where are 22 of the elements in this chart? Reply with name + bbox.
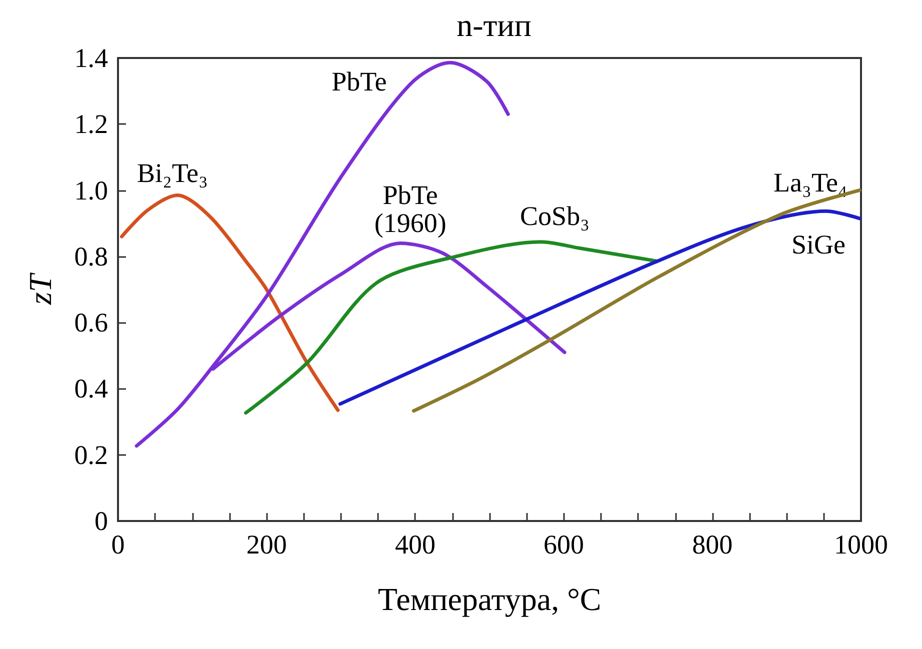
x-axis-title: Температура, °C <box>378 581 602 617</box>
y-tick-label: 0.6 <box>74 308 108 338</box>
y-axis-title: zT <box>22 272 58 306</box>
series-label: CoSb₃ <box>520 200 590 231</box>
series-label: SiGe <box>792 229 846 260</box>
x-tick-label: 200 <box>246 530 287 560</box>
x-tick-label: 600 <box>544 530 584 560</box>
y-tick-label: 0.2 <box>74 440 108 470</box>
y-tick-label: 1.4 <box>74 43 108 73</box>
chart-title: n-тип <box>456 7 532 43</box>
y-tick-label: 1.0 <box>74 175 108 206</box>
y-tick-label: 1.2 <box>74 109 108 140</box>
y-tick-label: 0.8 <box>74 241 108 272</box>
series-label: PbTe <box>332 66 387 97</box>
series-label: Bi₂Te₃ <box>136 158 208 188</box>
y-tick-label: 0.4 <box>74 374 108 404</box>
y-tick-label: 0 <box>94 506 108 536</box>
x-tick-label: 1000 <box>834 530 888 560</box>
series-label: PbTe (1960) <box>374 180 446 238</box>
series-label: La₃Te₄ <box>774 167 848 198</box>
x-tick-label: 800 <box>692 530 733 560</box>
x-tick-label: 400 <box>394 530 436 560</box>
